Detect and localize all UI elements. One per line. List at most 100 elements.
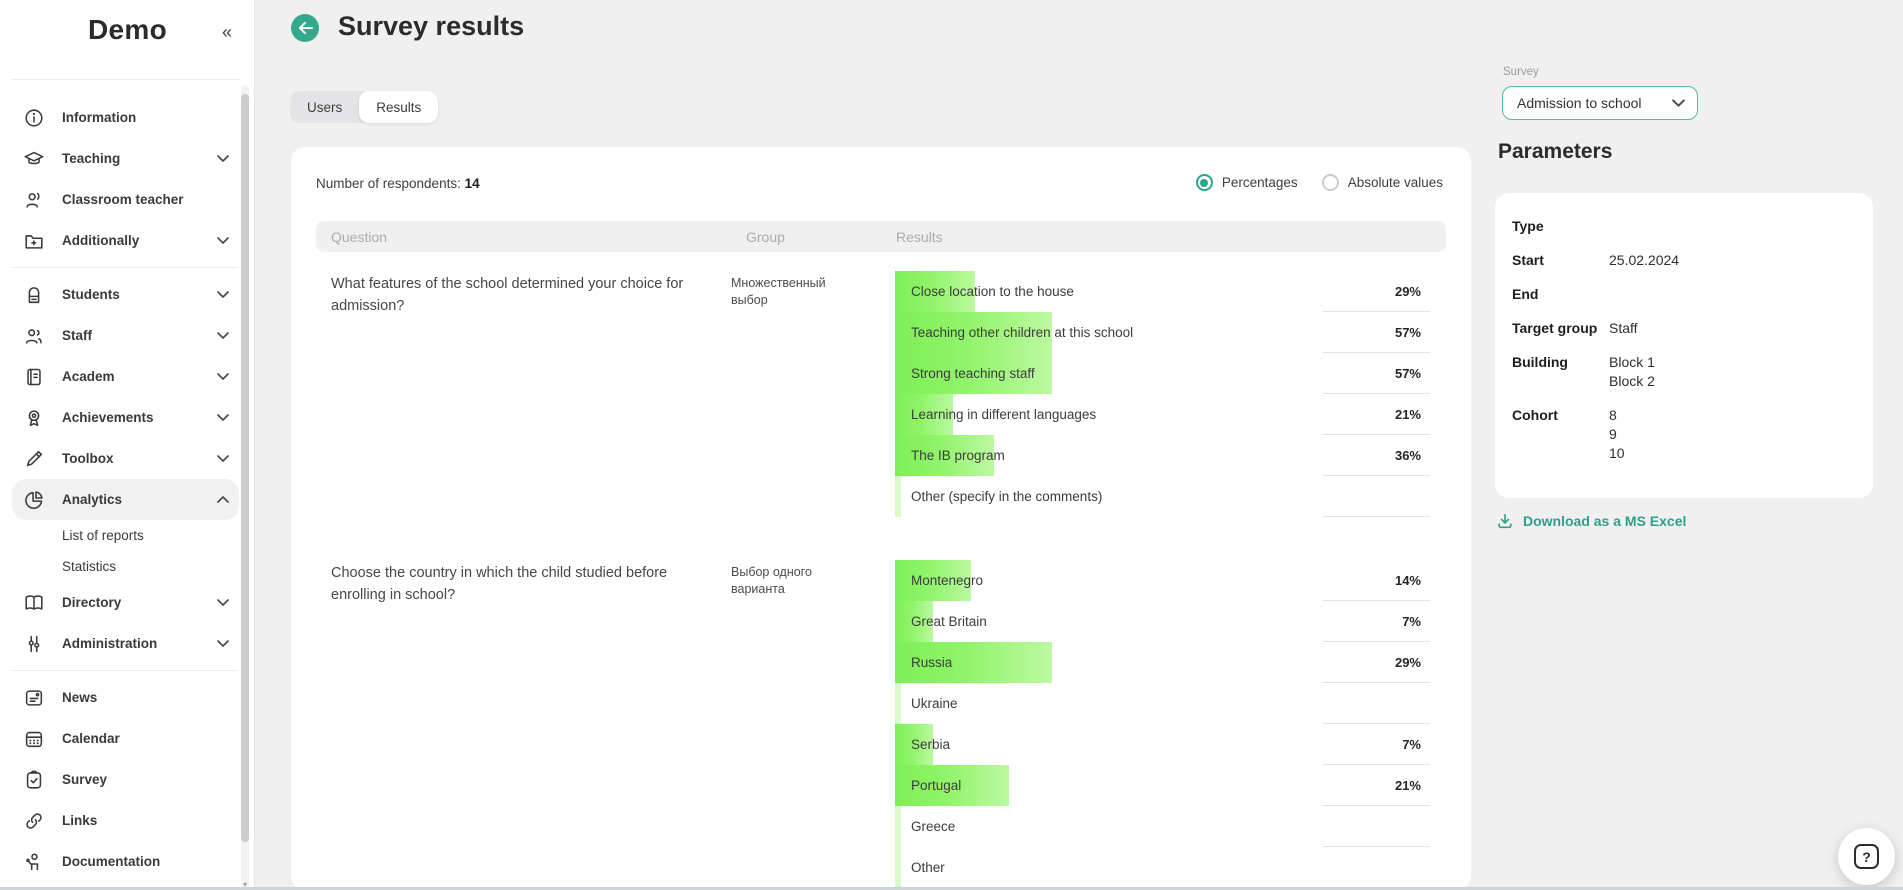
parameter-value: 25.02.2024 <box>1609 252 1680 268</box>
column-header-group: Group <box>746 228 785 245</box>
download-excel-link[interactable]: Download as a MS Excel <box>1496 512 1686 530</box>
parameter-label: Building <box>1512 354 1568 370</box>
sidebar-divider <box>0 664 252 677</box>
result-percentage: 29% <box>1323 642 1430 683</box>
answer-label: Russia <box>911 655 953 670</box>
parameter-row-target-group: Target group Staff <box>1512 319 1857 338</box>
back-button[interactable] <box>291 14 319 42</box>
chevron-down-icon <box>217 414 229 421</box>
sidebar-item-additionally[interactable]: Additionally <box>12 220 239 261</box>
sidebar-item-toolbox[interactable]: Toolbox <box>12 438 239 479</box>
sidebar-item-label: Additionally <box>62 233 140 248</box>
radio-option-absolute-values[interactable]: Absolute values <box>1321 174 1443 191</box>
result-bar <box>895 601 933 642</box>
result-row: Learning in different languages 21% <box>881 394 1446 435</box>
result-bar <box>895 353 1052 394</box>
result-row: Great Britain 7% <box>881 601 1446 642</box>
results-card: Number of respondents: 14 Percentages Abs… <box>291 147 1471 890</box>
answer-label: Greece <box>911 819 956 834</box>
additionally-icon <box>23 230 45 252</box>
sidebar-item-label: Calendar <box>62 731 120 746</box>
sidebar-item-information[interactable]: Information <box>12 97 239 138</box>
main-area: Survey results Users Results Number of re… <box>256 0 1903 890</box>
sidebar-item-administration[interactable]: Administration <box>12 623 239 664</box>
tab-results[interactable]: Results <box>359 91 439 123</box>
sidebar-scrollbar[interactable]: ▾ <box>241 85 249 890</box>
sidebar-divider <box>0 261 252 274</box>
chevron-down-icon <box>217 155 229 162</box>
answer-list: Close location to the house 29% Teaching o… <box>881 266 1446 517</box>
result-row: Montenegro 14% <box>881 560 1446 601</box>
result-bar <box>895 312 1052 353</box>
scrollbar-down-arrow[interactable]: ▾ <box>242 880 247 889</box>
question-block: Choose the country in which the child st… <box>316 555 1446 888</box>
sidebar-item-students[interactable]: Students <box>12 274 239 315</box>
documentation-icon <box>23 851 45 873</box>
scrollbar-thumb[interactable] <box>241 94 249 842</box>
app-title: Demo <box>88 14 167 45</box>
result-row: Other (specify in the comments) <box>881 476 1446 517</box>
sidebar-item-academ[interactable]: Academ <box>12 356 239 397</box>
chevron-down-icon <box>217 599 229 606</box>
radio-label: Percentages <box>1221 175 1298 190</box>
sidebar-item-teaching[interactable]: Teaching <box>12 138 239 179</box>
sidebar-item-classroom-teacher[interactable]: Classroom teacher <box>12 179 239 220</box>
links-icon <box>23 810 45 832</box>
parameter-row-building: Building Block 1 Block 2 <box>1512 353 1857 391</box>
answer-label: The IB program <box>911 448 1005 463</box>
result-bar <box>895 765 1009 806</box>
result-percentage: 7% <box>1323 601 1430 642</box>
toolbox-icon <box>23 448 45 470</box>
sidebar-item-label: Classroom teacher <box>62 192 184 207</box>
sidebar-subitem-statistics[interactable]: Statistics <box>62 559 117 574</box>
parameter-value: 9 <box>1609 426 1617 442</box>
parameters-title: Parameters <box>1498 140 1613 163</box>
parameter-values: Staff <box>1609 319 1857 338</box>
parameter-value: Block 2 <box>1609 373 1655 389</box>
sidebar-item-calendar[interactable]: Calendar <box>12 718 239 759</box>
sidebar-item-links[interactable]: Links <box>12 800 239 841</box>
parameter-value: 8 <box>1609 407 1617 423</box>
result-row: Greece <box>881 806 1446 847</box>
sidebar-item-directory[interactable]: Directory <box>12 582 239 623</box>
parameter-value: 10 <box>1609 445 1625 461</box>
sidebar-item-label: Achievements <box>62 410 154 425</box>
tab-users[interactable]: Users <box>307 99 343 115</box>
parameter-label: End <box>1512 286 1539 302</box>
help-button[interactable]: ? <box>1838 828 1895 885</box>
result-percentage: 29% <box>1323 271 1430 312</box>
result-bar <box>895 394 953 435</box>
staff-icon <box>23 325 45 347</box>
sidebar-item-staff[interactable]: Staff <box>12 315 239 356</box>
sidebar-item-news[interactable]: News <box>12 677 239 718</box>
answer-label: Other <box>911 860 945 875</box>
respondents-label: Number of respondents: <box>316 176 461 191</box>
result-row: Strong teaching staff 57% <box>881 353 1446 394</box>
answer-label: Close location to the house <box>911 284 1074 299</box>
radio-option-percentages[interactable]: Percentages <box>1195 174 1298 191</box>
question-text: What features of the school determined y… <box>331 276 684 314</box>
sidebar-item-label: Students <box>62 287 120 302</box>
sidebar-item-achievements[interactable]: Achievements <box>12 397 239 438</box>
column-header-results: Results <box>896 228 943 245</box>
bottom-edge-bar <box>0 887 1903 890</box>
result-percentage <box>1323 806 1430 847</box>
result-bar <box>895 847 901 888</box>
chevron-down-icon <box>217 332 229 339</box>
classroom-teacher-icon <box>23 189 45 211</box>
sidebar-item-analytics[interactable]: Analytics <box>12 479 239 520</box>
parameter-label: Type <box>1512 218 1544 234</box>
sidebar-item-label: Links <box>62 813 98 828</box>
result-bar <box>895 560 971 601</box>
sidebar-item-label: Directory <box>62 595 122 610</box>
sidebar-subitem-list-of-reports[interactable]: List of reports <box>62 528 144 543</box>
sidebar-collapse-icon[interactable]: « <box>222 22 233 42</box>
survey-select[interactable]: Admission to school <box>1502 86 1698 120</box>
result-row: Russia 29% <box>881 642 1446 683</box>
sidebar-item-documentation[interactable]: Documentation <box>12 841 239 882</box>
result-percentage: 21% <box>1323 765 1430 806</box>
sidebar-item-survey[interactable]: Survey <box>12 759 239 800</box>
result-percentage: 7% <box>1323 724 1430 765</box>
question-text: Choose the country in which the child st… <box>331 565 668 603</box>
